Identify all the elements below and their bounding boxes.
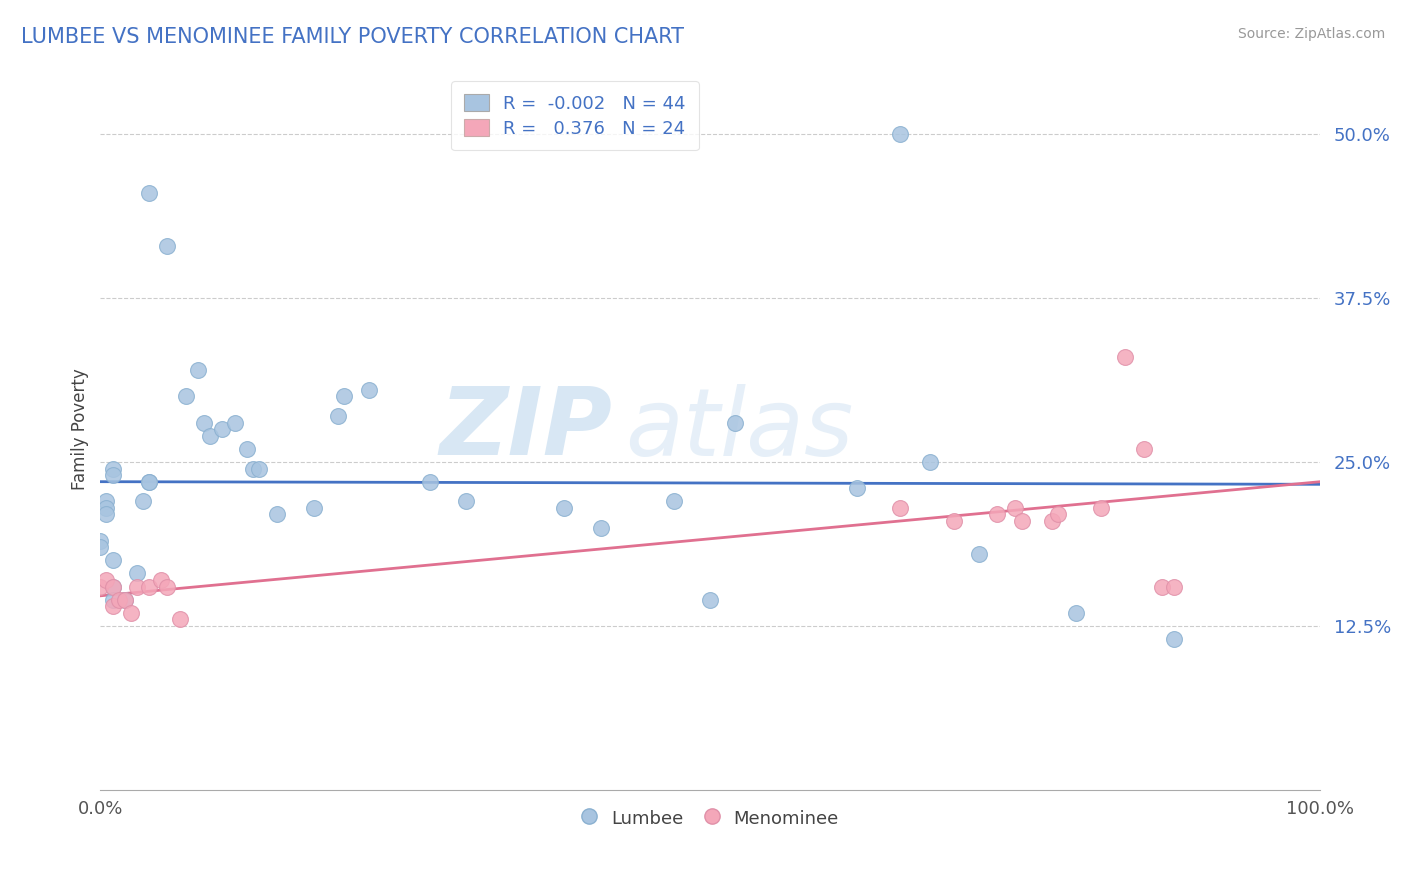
Point xyxy=(724,416,747,430)
Legend: Lumbee, Menominee: Lumbee, Menominee xyxy=(575,802,846,835)
Point xyxy=(1163,632,1185,646)
Point xyxy=(266,508,288,522)
Point xyxy=(96,500,118,515)
Point xyxy=(1132,442,1154,456)
Point xyxy=(1040,514,1063,528)
Point xyxy=(114,592,136,607)
Point xyxy=(1066,606,1088,620)
Point xyxy=(138,186,160,201)
Point xyxy=(120,606,142,620)
Point xyxy=(125,580,148,594)
Point xyxy=(125,566,148,581)
Point xyxy=(553,500,575,515)
Point xyxy=(236,442,259,456)
Point xyxy=(211,422,233,436)
Point xyxy=(198,429,221,443)
Point xyxy=(138,475,160,489)
Point xyxy=(889,127,911,141)
Point xyxy=(114,592,136,607)
Point xyxy=(132,494,155,508)
Point xyxy=(101,553,124,567)
Point xyxy=(174,389,197,403)
Point xyxy=(107,592,129,607)
Point xyxy=(224,416,246,430)
Point xyxy=(889,500,911,515)
Point xyxy=(328,409,350,423)
Point xyxy=(419,475,441,489)
Point xyxy=(1011,514,1033,528)
Point xyxy=(1163,580,1185,594)
Point xyxy=(89,541,111,555)
Point xyxy=(150,573,173,587)
Point xyxy=(1150,580,1173,594)
Text: Source: ZipAtlas.com: Source: ZipAtlas.com xyxy=(1237,27,1385,41)
Point xyxy=(101,461,124,475)
Point xyxy=(193,416,215,430)
Point xyxy=(187,363,209,377)
Text: LUMBEE VS MENOMINEE FAMILY POVERTY CORRELATION CHART: LUMBEE VS MENOMINEE FAMILY POVERTY CORRE… xyxy=(21,27,685,46)
Point xyxy=(101,580,124,594)
Text: atlas: atlas xyxy=(626,384,853,475)
Point xyxy=(242,461,264,475)
Point xyxy=(101,592,124,607)
Point xyxy=(1047,508,1070,522)
Point xyxy=(89,533,111,548)
Point xyxy=(845,481,868,495)
Point xyxy=(1090,500,1112,515)
Point xyxy=(156,580,179,594)
Point xyxy=(986,508,1008,522)
Point xyxy=(1114,350,1136,364)
Point xyxy=(943,514,966,528)
Point xyxy=(96,494,118,508)
Point xyxy=(101,580,124,594)
Point xyxy=(589,520,612,534)
Point xyxy=(699,592,721,607)
Point xyxy=(89,580,111,594)
Point xyxy=(138,475,160,489)
Point xyxy=(662,494,685,508)
Point xyxy=(333,389,356,403)
Point xyxy=(357,383,380,397)
Text: ZIP: ZIP xyxy=(440,384,613,475)
Point xyxy=(96,573,118,587)
Point xyxy=(247,461,270,475)
Point xyxy=(101,599,124,614)
Point xyxy=(456,494,478,508)
Point xyxy=(302,500,325,515)
Point xyxy=(918,455,941,469)
Point xyxy=(967,547,990,561)
Point xyxy=(96,508,118,522)
Point xyxy=(156,238,179,252)
Point xyxy=(1004,500,1026,515)
Point xyxy=(169,612,191,626)
Y-axis label: Family Poverty: Family Poverty xyxy=(72,368,89,490)
Point xyxy=(101,468,124,483)
Point xyxy=(138,580,160,594)
